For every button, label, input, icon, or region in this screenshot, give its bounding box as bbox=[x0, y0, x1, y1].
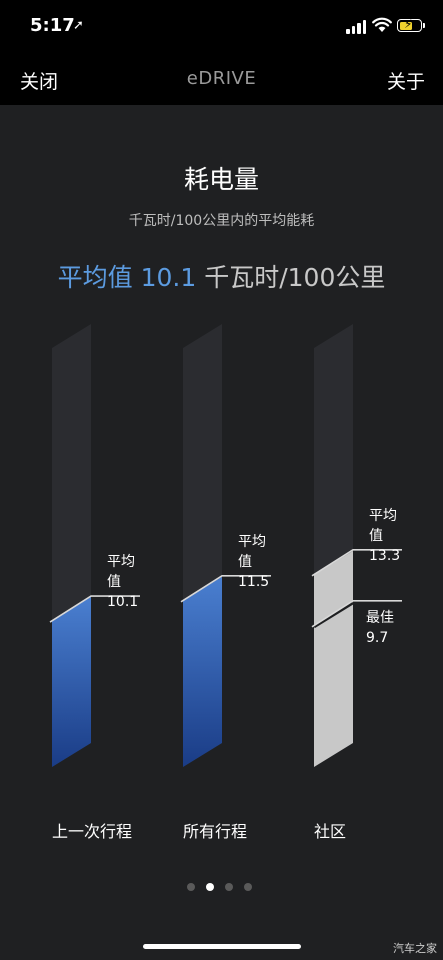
page-dot[interactable] bbox=[225, 883, 233, 891]
average-summary: 平均值 10.1 千瓦时/100公里 bbox=[0, 258, 443, 294]
bar-fill bbox=[183, 576, 222, 767]
bar-fill bbox=[52, 597, 91, 767]
category-label: 上一次行程 bbox=[52, 822, 133, 841]
average-value: 10.1 bbox=[140, 263, 197, 292]
battery-icon bbox=[397, 19, 422, 32]
average-label: 平均值 bbox=[57, 263, 133, 292]
close-button[interactable]: 关闭 bbox=[20, 71, 59, 93]
average-value-label: 平均值 13.3 bbox=[369, 507, 401, 564]
page-dot[interactable] bbox=[187, 883, 195, 891]
best-marker-line bbox=[311, 600, 402, 628]
best-value-label: 最佳 9.7 bbox=[366, 609, 394, 646]
status-time: 5:17 bbox=[30, 15, 75, 36]
page-subtitle: 千瓦时/100公里内的平均能耗 bbox=[128, 213, 315, 229]
average-value-label: 平均值 10.1 bbox=[107, 554, 139, 611]
page-dot[interactable] bbox=[244, 883, 252, 891]
best-gap bbox=[313, 601, 354, 629]
average-value-label: 平均值 11.5 bbox=[238, 533, 270, 590]
average-marker-line bbox=[311, 549, 402, 577]
bar-fill bbox=[314, 550, 353, 767]
page-dot[interactable] bbox=[206, 883, 214, 891]
about-button[interactable]: 关于 bbox=[386, 71, 425, 93]
charging-bolt-icon: ⚡ bbox=[404, 17, 413, 31]
cellular-signal-icon bbox=[346, 20, 368, 34]
location-arrow-icon: ➚ bbox=[73, 18, 84, 33]
battery-nub bbox=[423, 23, 425, 28]
category-label: 所有行程 bbox=[183, 822, 248, 841]
category-label: 社区 bbox=[314, 822, 347, 841]
home-indicator bbox=[143, 944, 301, 949]
page-title: 耗电量 bbox=[183, 165, 259, 194]
average-unit: 千瓦时/100公里 bbox=[204, 263, 386, 292]
nav-title: eDRIVE bbox=[186, 68, 257, 89]
wifi-icon bbox=[372, 17, 392, 32]
average-marker-line bbox=[180, 575, 271, 603]
status-bar: 5:17 ➚ ⚡ bbox=[0, 0, 443, 50]
nav-bar: 关闭 eDRIVE 关于 bbox=[0, 50, 443, 105]
average-marker-line bbox=[49, 595, 140, 623]
watermark: 汽车之家 bbox=[393, 942, 437, 955]
